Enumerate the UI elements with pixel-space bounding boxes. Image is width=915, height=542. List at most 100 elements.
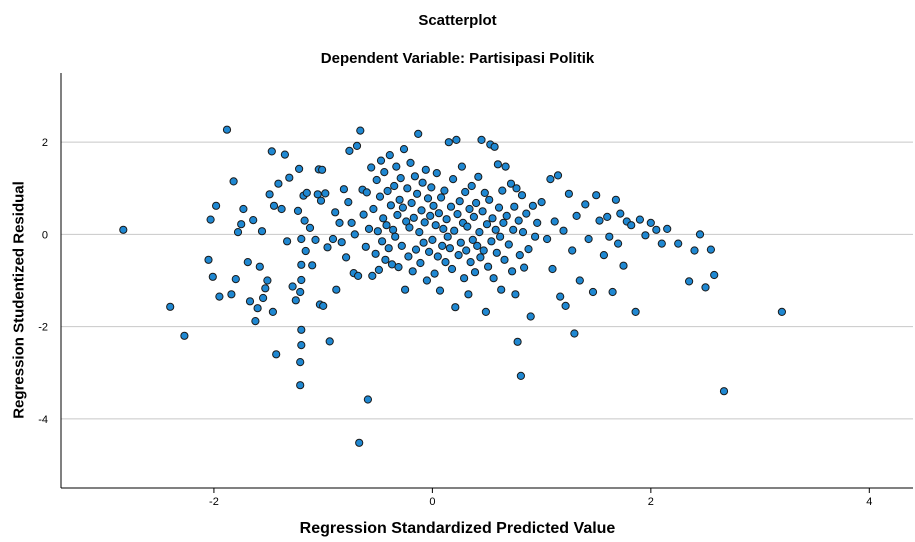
data-point: [356, 126, 365, 135]
data-point: [599, 251, 609, 260]
data-point: [490, 142, 499, 151]
data-point: [410, 172, 419, 181]
data-point: [416, 258, 425, 268]
data-point: [488, 214, 497, 223]
data-point: [469, 212, 478, 221]
data-point: [372, 175, 381, 185]
data-point: [280, 150, 289, 159]
data-point: [614, 239, 623, 248]
data-point: [455, 197, 464, 206]
data-point: [444, 138, 453, 147]
data-point: [498, 186, 507, 195]
data-point: [627, 221, 636, 230]
y-tick-label: 0: [42, 229, 48, 241]
data-point: [608, 287, 617, 297]
grid-lines: [61, 141, 913, 420]
data-point: [464, 290, 473, 299]
data-point: [474, 172, 483, 181]
data-point: [354, 271, 363, 280]
data-point: [461, 187, 470, 197]
data-point: [443, 232, 452, 241]
data-point: [385, 151, 394, 160]
data-point: [572, 211, 581, 220]
data-point: [231, 275, 240, 284]
data-point: [297, 260, 306, 269]
data-point: [493, 160, 502, 169]
data-point: [430, 269, 439, 278]
data-point: [321, 189, 330, 198]
data-point: [472, 198, 481, 208]
data-point: [520, 263, 529, 272]
data-point: [710, 270, 719, 280]
data-point: [381, 255, 390, 264]
data-point: [403, 184, 412, 193]
data-point: [227, 290, 236, 299]
data-point: [355, 438, 364, 447]
data-point: [397, 241, 406, 250]
y-tick-label: -4: [38, 414, 48, 426]
data-point: [450, 226, 459, 235]
chart-subtitle: Dependent Variable: Partisipasi Politik: [320, 50, 595, 67]
y-tick-label: 2: [42, 137, 48, 149]
data-point: [389, 225, 398, 234]
data-point: [268, 307, 277, 316]
data-point: [344, 198, 353, 207]
data-point: [616, 209, 625, 218]
data-point: [325, 337, 334, 346]
data-point: [371, 249, 380, 258]
data-point: [364, 224, 374, 233]
data-point: [451, 303, 460, 312]
data-point: [180, 331, 189, 340]
data-point: [674, 239, 683, 248]
data-point: [253, 304, 262, 313]
data-point: [380, 168, 389, 177]
data-point: [559, 226, 568, 235]
data-point: [473, 241, 482, 250]
data-point: [513, 337, 522, 346]
data-point: [243, 258, 252, 267]
data-points: [119, 125, 787, 447]
data-point: [119, 225, 128, 234]
data-point: [166, 302, 175, 311]
data-point: [433, 252, 442, 261]
data-point: [369, 204, 378, 214]
data-point: [501, 162, 510, 171]
data-point: [401, 285, 410, 294]
data-point: [478, 207, 487, 216]
data-point: [288, 282, 297, 291]
data-point: [537, 198, 546, 207]
data-point: [423, 194, 433, 203]
data-point: [408, 267, 417, 276]
data-point: [487, 237, 496, 246]
data-point: [481, 307, 490, 316]
data-point: [386, 201, 395, 210]
data-point: [635, 215, 645, 224]
data-point: [706, 245, 716, 254]
data-point: [379, 214, 388, 223]
data-point: [427, 183, 436, 192]
data-point: [506, 179, 516, 188]
data-point: [363, 395, 372, 404]
data-point: [302, 188, 311, 197]
data-point: [657, 239, 666, 248]
data-point: [283, 237, 292, 246]
data-point: [378, 237, 387, 246]
data-point: [359, 210, 368, 219]
data-point: [510, 202, 519, 211]
data-point: [491, 225, 500, 234]
data-point: [428, 235, 437, 244]
data-point: [376, 156, 386, 165]
data-point: [407, 198, 416, 208]
data-point: [393, 210, 402, 220]
data-point: [383, 186, 392, 196]
data-point: [480, 188, 489, 197]
data-point: [603, 212, 612, 221]
data-point: [631, 307, 640, 316]
data-point: [265, 190, 274, 199]
data-point: [511, 290, 520, 299]
data-point: [453, 210, 462, 219]
data-point: [514, 216, 523, 225]
data-point: [526, 312, 535, 321]
data-point: [206, 215, 215, 224]
data-point: [323, 243, 332, 252]
